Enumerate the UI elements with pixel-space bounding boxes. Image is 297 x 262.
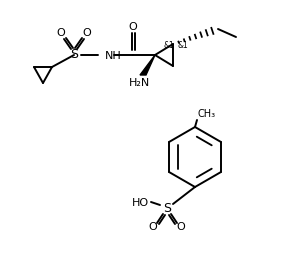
Text: S: S <box>70 48 78 62</box>
Text: O: O <box>148 222 157 232</box>
Text: &1: &1 <box>177 41 188 50</box>
Text: CH₃: CH₃ <box>197 109 215 119</box>
Text: O: O <box>83 28 91 38</box>
Text: O: O <box>57 28 65 38</box>
Text: HO: HO <box>132 198 149 208</box>
Text: H₂N: H₂N <box>129 78 151 88</box>
Text: NH: NH <box>105 51 122 61</box>
Text: &1: &1 <box>163 41 174 50</box>
Text: S: S <box>163 203 171 216</box>
Text: O: O <box>129 22 138 32</box>
Polygon shape <box>140 55 155 75</box>
Text: O: O <box>177 222 185 232</box>
